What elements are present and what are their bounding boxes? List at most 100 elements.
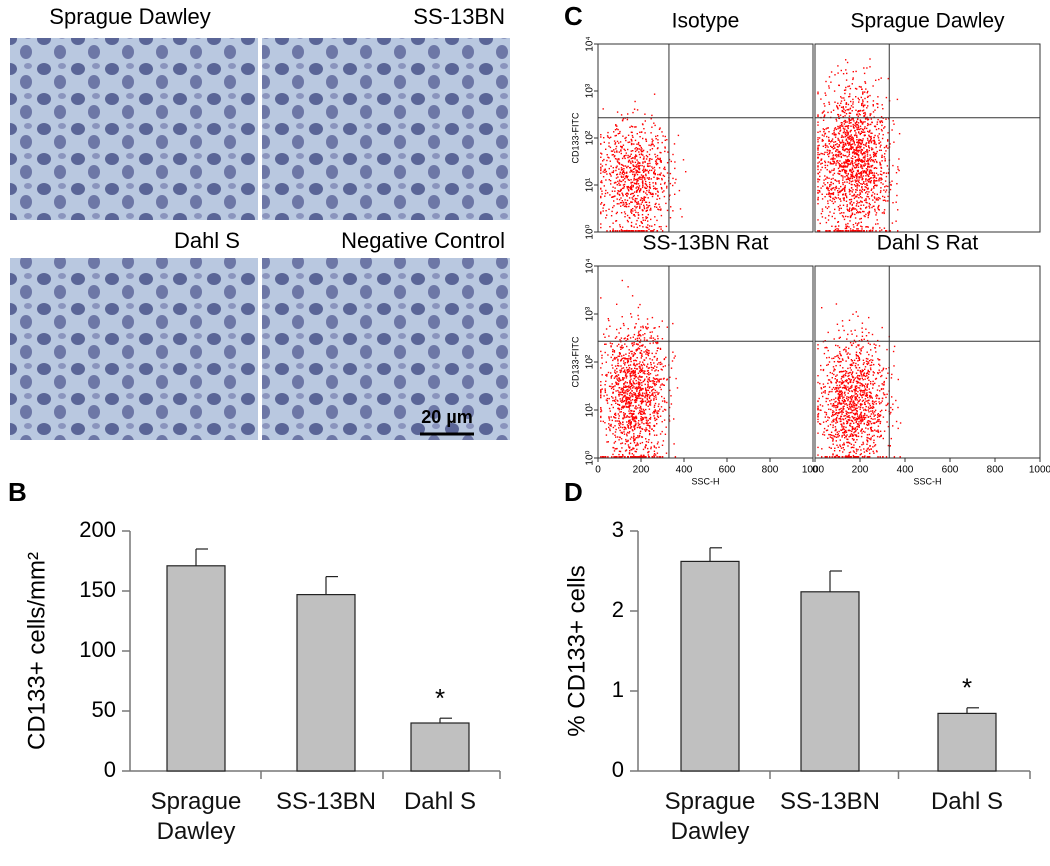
event-dot [875,214,877,216]
event-dot [617,403,619,405]
event-dot [864,127,866,130]
event-dot [638,348,641,350]
event-dot [868,424,870,426]
event-dot [658,381,660,383]
event-dot [824,416,826,418]
event-dot [842,197,845,199]
event-dot [861,166,863,168]
event-dot [647,424,649,427]
event-dot [668,158,671,161]
event-dot [625,375,628,378]
event-dot [851,333,853,335]
event-dot [617,190,619,192]
event-dot [857,143,860,145]
event-dot [848,182,851,184]
event-dot [872,160,874,162]
event-dot [618,179,621,181]
event-dot [630,125,633,127]
event-dot [620,423,622,425]
event-dot [643,198,645,200]
event-dot [610,425,612,427]
event-dot [861,420,864,422]
event-dot [848,96,850,98]
event-dot [613,182,616,184]
event-dot [614,440,617,443]
event-dot [843,370,845,372]
event-dot [869,172,872,174]
event-dot [626,358,628,360]
event-dot [614,448,616,450]
event-dot [877,106,879,109]
event-dot [634,199,636,201]
event-dot [618,343,620,346]
event-dot [866,137,869,140]
event-dot [852,180,854,182]
event-dot [632,374,634,376]
event-dot [646,421,648,423]
event-dot [623,324,625,327]
event-dot [631,414,633,416]
event-dot [649,380,652,382]
event-dot [865,213,867,216]
event-dot [664,433,667,435]
event-dot [831,200,833,202]
event-dot [627,113,629,115]
event-dot [649,165,651,167]
event-dot [600,456,602,458]
event-dot [617,133,619,135]
event-dot [859,382,861,384]
event-dot [630,436,633,438]
event-dot [651,148,654,150]
event-dot [630,422,632,424]
event-dot [652,342,654,344]
event-dot [653,446,656,448]
event-dot [620,391,622,394]
event-dot [614,376,617,378]
event-dot [638,177,640,179]
event-dot [866,436,868,439]
event-dot [658,456,660,458]
event-dot [631,429,634,431]
event-dot [846,404,848,406]
event-dot [629,416,631,418]
event-dot [621,397,624,399]
event-dot [612,230,614,232]
event-dot [625,139,627,142]
event-dot [854,441,857,443]
event-dot [830,382,833,384]
event-dot [857,184,859,186]
event-dot [632,395,634,398]
event-dot [630,372,632,374]
event-dot [640,419,642,422]
event-dot [651,126,653,128]
event-dot [641,410,643,412]
event-dot [656,415,659,417]
event-dot [843,163,846,165]
event-dot [865,373,868,375]
event-dot [861,322,864,324]
event-dot [621,426,624,429]
event-dot [833,141,835,143]
event-dot [627,401,630,403]
event-dot [639,206,641,209]
event-dot [622,171,624,173]
event-dot [823,135,825,137]
y-tick-label: 100 [79,637,116,662]
event-dot [867,119,869,121]
event-dot [851,428,853,431]
event-dot [868,130,871,132]
event-dot [860,159,862,161]
event-dot [854,230,856,232]
event-dot [827,379,830,381]
event-dot [880,144,882,146]
event-dot [625,193,627,195]
event-dot [831,377,833,379]
event-dot [861,188,864,190]
event-dot [850,198,852,201]
event-dot [620,150,622,152]
event-dot [659,127,661,129]
event-dot [884,158,886,160]
event-dot [859,384,861,387]
event-dot [861,186,863,189]
event-dot [824,164,826,167]
